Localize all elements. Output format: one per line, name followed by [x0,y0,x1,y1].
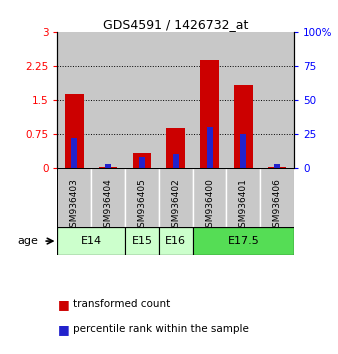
Text: age: age [18,236,39,246]
Text: percentile rank within the sample: percentile rank within the sample [73,324,248,334]
Bar [91,32,125,168]
Bar [207,127,213,168]
Bar [268,167,286,168]
Text: ■: ■ [57,323,69,336]
Bar [226,32,260,168]
Bar [193,227,294,255]
Text: GSM936405: GSM936405 [138,178,146,233]
Text: ■: ■ [57,298,69,311]
Text: GSM936400: GSM936400 [205,178,214,233]
Bar [105,164,111,168]
Bar [125,227,159,255]
Bar [159,227,193,255]
Bar [226,168,260,227]
Bar [260,168,294,227]
Bar [240,134,246,168]
Bar [193,168,226,227]
Text: transformed count: transformed count [73,299,170,309]
Text: E14: E14 [81,236,102,246]
Text: E17.5: E17.5 [227,236,259,246]
Bar [159,32,193,168]
Bar [166,128,185,168]
Bar [274,164,280,168]
Bar [173,154,179,168]
Bar [260,32,294,168]
Bar [234,85,252,168]
Bar [91,168,125,227]
Text: GSM936402: GSM936402 [171,178,180,233]
Bar [65,95,84,168]
Text: GSM936401: GSM936401 [239,178,248,233]
Bar [139,157,145,168]
Text: E15: E15 [131,236,152,246]
Bar [159,168,193,227]
Bar [57,168,91,227]
Title: GDS4591 / 1426732_at: GDS4591 / 1426732_at [103,18,248,31]
Bar [99,167,117,168]
Text: GSM936403: GSM936403 [70,178,79,233]
Bar [57,227,125,255]
Bar [57,32,91,168]
Text: GSM936406: GSM936406 [273,178,282,233]
Bar [125,32,159,168]
Bar [193,32,226,168]
Bar [200,60,219,168]
Bar [71,138,77,168]
Text: E16: E16 [165,236,186,246]
Bar [125,168,159,227]
Bar [132,153,151,168]
Text: GSM936404: GSM936404 [104,178,113,233]
